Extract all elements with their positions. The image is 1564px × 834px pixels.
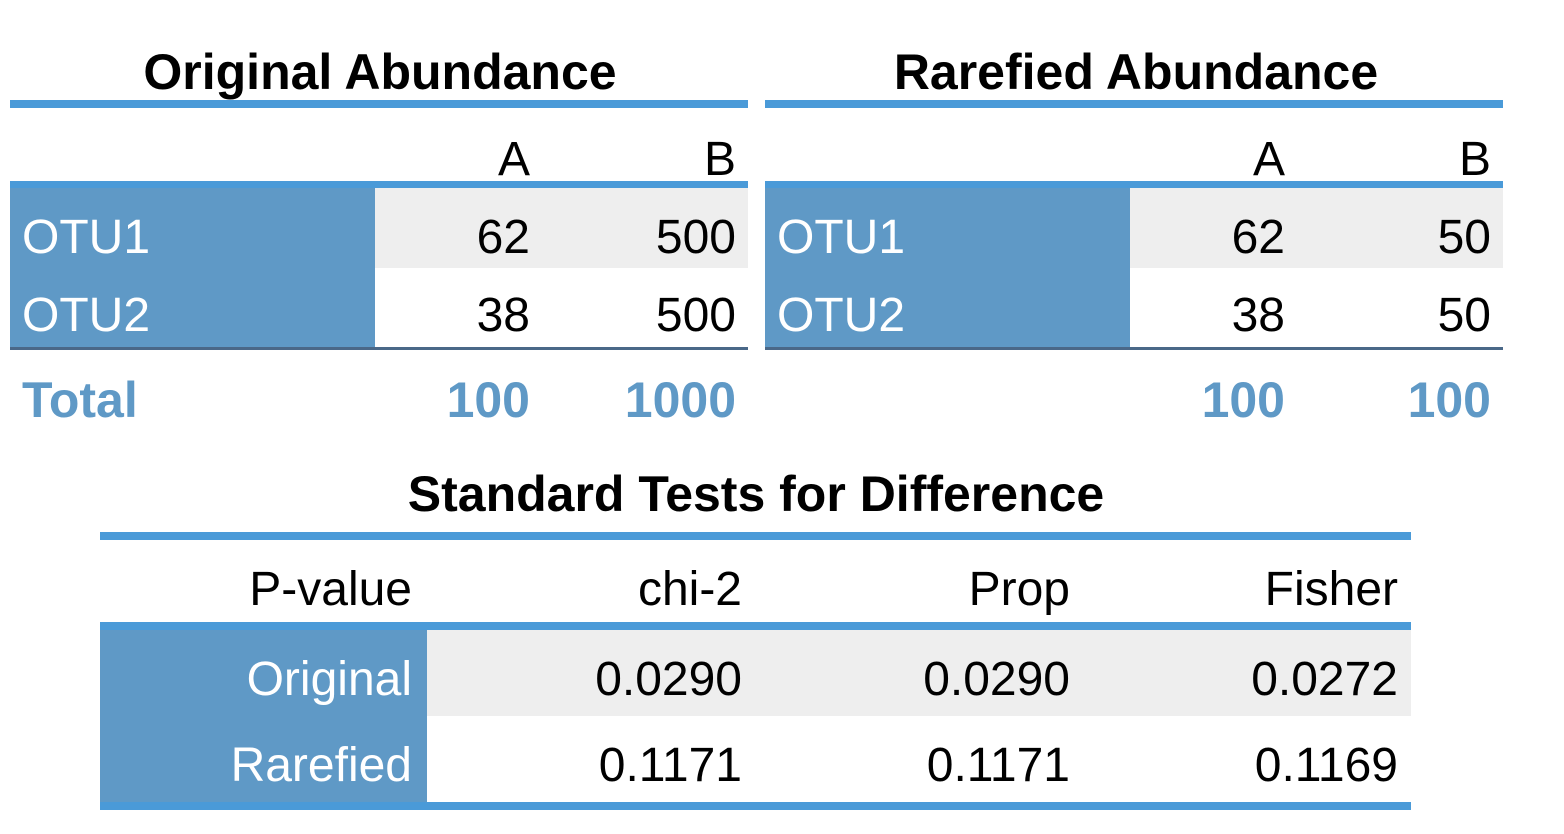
tests-col-header-prop: Prop <box>968 563 1070 616</box>
original-row-header-block <box>10 188 375 348</box>
tests-row-header-block <box>100 630 427 802</box>
rarefied-row2-label: OTU2 <box>777 289 906 342</box>
rarefied-row1-b: 50 <box>1437 211 1491 264</box>
original-col-header-b: B <box>703 133 736 186</box>
rarefied-row1-a: 62 <box>1231 211 1285 264</box>
tests-corner-label: P-value <box>249 563 412 616</box>
tests-row1-chi2: 0.0290 <box>595 653 742 706</box>
tests-bottom-rule <box>100 802 1411 810</box>
rarefied-row2-a: 38 <box>1231 289 1285 342</box>
tests-title: Standard Tests for Difference <box>407 466 1105 522</box>
original-total-b: 1000 <box>624 372 736 428</box>
rarefied-bottom-rule <box>765 347 1503 350</box>
rarefied-total-a: 100 <box>1201 372 1285 428</box>
tests-header-rule <box>100 622 1411 630</box>
original-title-rule <box>10 100 748 108</box>
rarefied-col-header-a: A <box>1252 133 1285 186</box>
original-row1-b: 500 <box>655 211 736 264</box>
tests-row2-label: Rarefied <box>230 739 412 792</box>
original-row1-label: OTU1 <box>22 211 151 264</box>
original-row1-shade <box>375 188 748 268</box>
tests-row2-chi2: 0.1171 <box>598 739 742 792</box>
rarefied-row1-label: OTU1 <box>777 211 906 264</box>
rarefied-row-header-block <box>765 188 1130 348</box>
original-row2-b: 500 <box>655 289 736 342</box>
tests-row2-fisher: 0.1169 <box>1254 739 1398 792</box>
tests-row2-prop: 0.1171 <box>926 739 1070 792</box>
rarefied-header-rule <box>765 181 1503 189</box>
rarefied-total-b: 100 <box>1407 372 1491 428</box>
tests-col-header-fisher: Fisher <box>1264 563 1398 616</box>
rarefied-title-rule <box>765 100 1503 108</box>
tests-title-rule <box>100 532 1411 540</box>
tests-row1-prop: 0.0290 <box>923 653 1070 706</box>
original-header-rule <box>10 181 748 189</box>
tests-col-header-chi2: chi-2 <box>637 563 742 616</box>
original-row1-a: 62 <box>476 211 530 264</box>
rarefied-col-header-b: B <box>1458 133 1491 186</box>
rarefied-row2-b: 50 <box>1437 289 1491 342</box>
tests-row1-shade <box>427 630 1411 716</box>
rarefied-abundance-title: Rarefied Abundance <box>893 44 1379 100</box>
rarefied-row1-shade <box>1130 188 1503 268</box>
tests-row1-fisher: 0.0272 <box>1251 653 1398 706</box>
original-row2-a: 38 <box>476 289 530 342</box>
tests-row1-label: Original <box>246 653 412 706</box>
original-col-header-a: A <box>497 133 530 186</box>
original-row2-label: OTU2 <box>22 289 151 342</box>
original-total-label: Total <box>22 372 138 428</box>
original-bottom-rule <box>10 347 748 350</box>
original-abundance-title: Original Abundance <box>143 44 617 100</box>
original-total-a: 100 <box>446 372 530 428</box>
